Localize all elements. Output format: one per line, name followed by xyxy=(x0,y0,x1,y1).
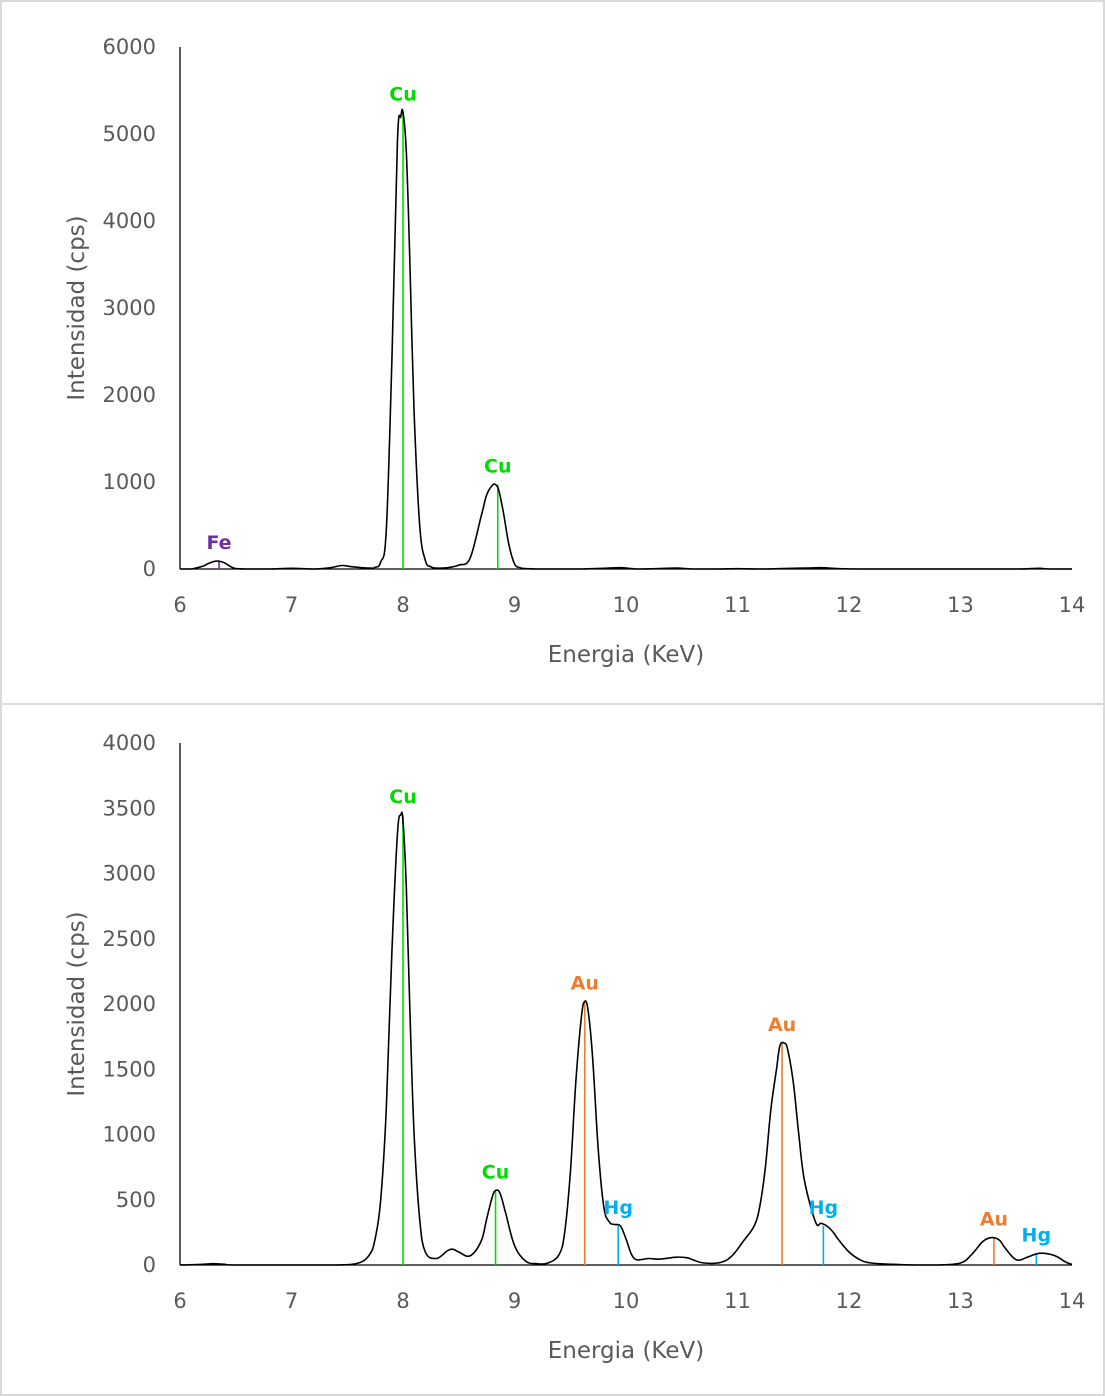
peak-label-hg: Hg xyxy=(809,1197,839,1219)
x-tick-label: 14 xyxy=(1059,593,1086,617)
spectrum-line xyxy=(180,108,1072,570)
x-axis-title: Energia (KeV) xyxy=(548,1338,704,1364)
peak-label-au: Au xyxy=(980,1209,1008,1231)
x-tick-label: 8 xyxy=(396,1289,409,1313)
y-tick-label: 2000 xyxy=(103,992,156,1016)
peak-label-cu: Cu xyxy=(484,456,511,478)
y-tick-label: 1000 xyxy=(103,1123,156,1147)
peak-label-cu: Cu xyxy=(482,1162,509,1184)
y-axis-title: Intensidad (cps) xyxy=(64,215,90,400)
y-tick-label: 500 xyxy=(116,1188,156,1212)
x-tick-label: 7 xyxy=(285,1289,298,1313)
y-tick-label: 4000 xyxy=(103,731,156,755)
y-tick-label: 2000 xyxy=(103,383,156,407)
y-tick-label: 2500 xyxy=(103,927,156,951)
y-tick-label: 1500 xyxy=(103,1057,156,1081)
peak-label-cu: Cu xyxy=(389,786,416,808)
x-tick-label: 12 xyxy=(836,1289,863,1313)
x-tick-label: 9 xyxy=(508,593,521,617)
y-tick-label: 4000 xyxy=(103,209,156,233)
spectrum-line xyxy=(179,811,1073,1266)
y-tick-label: 0 xyxy=(143,557,156,581)
x-axis-title: Energia (KeV) xyxy=(548,642,704,668)
chart-panel-top: 0 1000 2000 3000 4000 5000 6000 6 7 8 9 10 11 12 13 14 E… xyxy=(0,0,1105,705)
chart-panel-bottom: 0 500 1000 1500 2000 2500 3000 3500 4000 6 7 8 9 10 11… xyxy=(0,705,1105,1396)
y-tick-label: 3500 xyxy=(103,796,156,820)
x-tick-label: 10 xyxy=(613,593,640,617)
peak-label-hg: Hg xyxy=(1022,1224,1052,1246)
x-tick-label: 10 xyxy=(613,1289,640,1313)
spectrum-chart-top: 0 1000 2000 3000 4000 5000 6000 6 7 8 9 10 11 12 13 14 E… xyxy=(64,35,1086,668)
y-tick-label: 1000 xyxy=(103,470,156,494)
peak-label-au: Au xyxy=(571,972,599,994)
x-tick-label: 9 xyxy=(508,1289,521,1313)
x-tick-label: 11 xyxy=(724,1289,751,1313)
x-tick-label: 12 xyxy=(836,593,863,617)
x-tick-label: 14 xyxy=(1059,1289,1086,1313)
peak-label-au: Au xyxy=(768,1014,796,1036)
y-tick-label: 0 xyxy=(143,1253,156,1277)
peak-label-fe: Fe xyxy=(206,532,231,554)
y-tick-label: 5000 xyxy=(103,122,156,146)
y-tick-label: 3000 xyxy=(103,862,156,886)
y-axis-title: Intensidad (cps) xyxy=(64,911,90,1096)
spectrum-chart-bottom: 0 500 1000 1500 2000 2500 3000 3500 4000 6 7 8 9 10 11… xyxy=(64,731,1086,1364)
x-tick-label: 7 xyxy=(285,593,298,617)
y-tick-label: 3000 xyxy=(103,296,156,320)
x-tick-label: 6 xyxy=(173,1289,186,1313)
x-tick-label: 11 xyxy=(724,593,751,617)
x-tick-label: 13 xyxy=(947,1289,974,1313)
x-tick-label: 6 xyxy=(173,593,186,617)
peak-label-cu: Cu xyxy=(389,83,416,105)
y-tick-label: 6000 xyxy=(103,35,156,59)
x-tick-label: 13 xyxy=(947,593,974,617)
x-tick-label: 8 xyxy=(396,593,409,617)
peak-label-hg: Hg xyxy=(603,1197,633,1219)
